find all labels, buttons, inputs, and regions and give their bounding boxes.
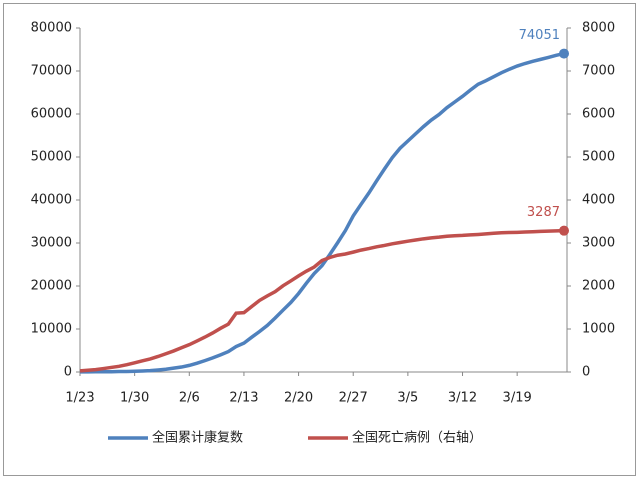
data-label: 74051 bbox=[519, 28, 560, 43]
y-tick-label: 20000 bbox=[31, 279, 72, 294]
x-tick-label: 1/30 bbox=[120, 391, 149, 406]
y2-tick-label: 0 bbox=[582, 365, 590, 380]
x-tick-label: 3/5 bbox=[397, 391, 418, 406]
y-tick-label: 10000 bbox=[31, 322, 72, 337]
y2-tick-label: 6000 bbox=[582, 107, 615, 122]
y-tick-label: 70000 bbox=[31, 64, 72, 79]
y-tick-label: 60000 bbox=[31, 107, 72, 122]
y2-tick-label: 4000 bbox=[582, 193, 615, 208]
x-tick-label: 3/12 bbox=[448, 391, 477, 406]
end-point bbox=[559, 48, 569, 59]
y2-tick-label: 7000 bbox=[582, 64, 615, 79]
y2-tick-label: 1000 bbox=[582, 322, 615, 337]
x-tick-label: 2/20 bbox=[284, 391, 313, 406]
y2-tick-label: 3000 bbox=[582, 236, 615, 251]
y-tick-label: 40000 bbox=[31, 193, 72, 208]
x-tick-label: 2/27 bbox=[339, 391, 368, 406]
y-tick-label: 80000 bbox=[31, 21, 72, 36]
end-point bbox=[559, 225, 569, 236]
y-tick-label: 50000 bbox=[31, 150, 72, 165]
x-tick-label: 1/23 bbox=[65, 391, 94, 406]
y-tick-label: 0 bbox=[64, 365, 72, 380]
y-tick-label: 30000 bbox=[31, 236, 72, 251]
x-tick-label: 2/13 bbox=[229, 391, 258, 406]
chart-border bbox=[3, 3, 636, 476]
legend-label: 全国累计康复数 bbox=[152, 430, 243, 446]
y2-tick-label: 5000 bbox=[582, 150, 615, 165]
x-tick-label: 2/6 bbox=[179, 391, 200, 406]
legend-label: 全国死亡病例（右轴） bbox=[352, 430, 482, 446]
y2-tick-label: 8000 bbox=[582, 21, 615, 36]
series-line bbox=[79, 51, 565, 374]
series-line bbox=[79, 228, 565, 373]
data-label: 3287 bbox=[527, 205, 560, 220]
x-tick-label: 3/19 bbox=[503, 391, 532, 406]
y2-tick-label: 2000 bbox=[582, 279, 615, 294]
